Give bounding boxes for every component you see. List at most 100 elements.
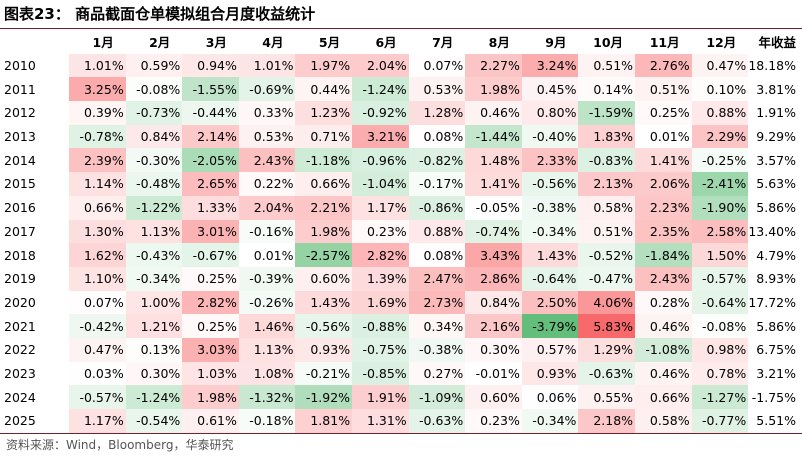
row-year-label: 2016 (4, 200, 36, 216)
heatmap-cell: 2.47% (408, 266, 466, 291)
heatmap-cell: -0.74% (465, 219, 522, 244)
heatmap-cell: 1.33% (182, 195, 239, 220)
heatmap-cell: -0.34% (125, 266, 183, 291)
heatmap-cell: -1.92% (295, 385, 353, 409)
heatmap-cell: 1.17% (69, 409, 126, 433)
row-year-label: 2018 (4, 247, 36, 263)
heatmap-cell: 0.25% (635, 101, 692, 125)
heatmap-cell: -0.08% (691, 314, 749, 338)
heatmap-cell: 0.25% (182, 314, 239, 338)
heatmap-cell: 1.50% (691, 243, 749, 267)
heatmap-cell: -1.04% (352, 172, 409, 196)
heatmap-cell: 0.57% (521, 337, 579, 362)
column-header-month: 11月 (649, 35, 680, 51)
heatmap-cell: 2.65% (182, 172, 239, 196)
annual-return-cell: 5.86% (756, 318, 796, 334)
heatmap-cell: 0.08% (408, 243, 466, 267)
heatmap-cell: 0.59% (125, 53, 183, 78)
heatmap-cell: -0.17% (408, 172, 466, 196)
heatmap-cell: 1.31% (352, 409, 409, 433)
heatmap-cell: 0.80% (521, 101, 579, 125)
heatmap-cell: 0.01% (635, 124, 692, 149)
heatmap-cell: 0.30% (125, 361, 183, 386)
heatmap-cell: 0.28% (635, 290, 692, 315)
heatmap-cell: -0.77% (691, 409, 749, 433)
heatmap-cell: 2.76% (635, 53, 692, 78)
heatmap-cell: 2.13% (578, 172, 636, 196)
heatmap-cell: 4.06% (578, 290, 636, 315)
heatmap-cell: -0.57% (69, 385, 126, 409)
column-header-month: 9月 (545, 35, 567, 51)
heatmap-cell: -0.01% (465, 361, 522, 386)
annual-return-cell: 1.91% (756, 105, 796, 121)
heatmap-cell: -0.30% (125, 148, 183, 173)
heatmap-cell: 3.03% (182, 337, 239, 362)
heatmap-cell: 0.01% (238, 243, 296, 267)
row-year-label: 2013 (4, 129, 36, 145)
heatmap-cell: 1.10% (69, 266, 126, 291)
heatmap-cell: 0.78% (691, 361, 749, 386)
table-row: 2020 0.07% 1.00% 2.82% -0.26% 1.43% 1.69% 2.73%… (0, 290, 802, 315)
heatmap-cell: 0.60% (295, 266, 353, 291)
heatmap-cell: 0.60% (465, 385, 522, 409)
column-header-month: 6月 (375, 35, 397, 51)
heatmap-cell: 1.43% (295, 290, 353, 315)
table-row: 2024 -0.57% -1.24% 1.98% -1.32% -1.92% 1.91% -1… (0, 385, 802, 409)
column-header-month: 10月 (593, 35, 624, 51)
heatmap-cell: 1.17% (352, 195, 409, 220)
heatmap-cell: -0.47% (578, 266, 636, 291)
heatmap-cell: 2.73% (408, 290, 466, 315)
table-row: 2017 1.30% 1.13% 3.01% -0.16% 1.98% 0.23% 0.88%… (0, 219, 802, 244)
heatmap-cell: 2.06% (635, 172, 692, 196)
heatmap-cell: 2.39% (69, 148, 126, 173)
heatmap-cell: -0.96% (352, 148, 409, 173)
heatmap-cell: 1.14% (69, 172, 126, 196)
heatmap-cell: -0.56% (521, 172, 579, 196)
heatmap-cell: -1.84% (635, 243, 692, 267)
heatmap-cell: 1.91% (352, 385, 409, 409)
annual-return-cell: 3.81% (756, 81, 796, 97)
table-row: 2019 1.10% -0.34% 0.25% -0.39% 0.60% 1.39% 2.47… (0, 266, 802, 291)
heatmap-cell: 0.53% (408, 77, 466, 102)
row-year-label: 2014 (4, 152, 36, 168)
column-header-month: 3月 (205, 35, 227, 51)
row-year-label: 2019 (4, 271, 36, 287)
heatmap-cell: 1.13% (238, 337, 296, 362)
heatmap-cell: 0.53% (238, 124, 296, 149)
heatmap-cell: 0.46% (465, 101, 522, 125)
table-row: 2014 2.39% -0.30% -2.05% 2.43% -1.18% -0.96% -0… (0, 148, 802, 173)
heatmap-cell: 0.07% (69, 290, 126, 315)
heatmap-cell: 0.66% (635, 385, 692, 409)
bottom-rule (0, 433, 802, 434)
heatmap-cell: 0.13% (125, 337, 183, 362)
heatmap-cell: 0.22% (238, 172, 296, 196)
heatmap-cell: 3.01% (182, 219, 239, 244)
heatmap-cell: 0.07% (408, 53, 466, 78)
annual-return-cell: 4.79% (756, 247, 796, 263)
heatmap-cell: -0.75% (352, 337, 409, 362)
table-row: 2023 0.03% 0.30% 1.03% 1.08% -0.21% -0.85% 0.27… (0, 361, 802, 386)
annual-return-cell: 6.75% (756, 342, 796, 358)
annual-return-cell: 3.21% (756, 365, 796, 381)
heatmap-cell: 3.24% (521, 53, 579, 78)
heatmap-cell: 2.21% (295, 195, 353, 220)
heatmap-cell: -0.39% (238, 266, 296, 291)
heatmap-cell: 2.33% (521, 148, 579, 173)
heatmap-cell: -0.18% (238, 409, 296, 433)
heatmap-cell: 0.51% (578, 219, 636, 244)
heatmap-cell: 1.69% (352, 290, 409, 315)
heatmap-cell: 2.04% (238, 195, 296, 220)
heatmap-cell: 2.18% (578, 409, 636, 433)
heatmap-cell: -0.38% (521, 195, 579, 220)
annual-return-cell: 9.29% (756, 129, 796, 145)
heatmap-cell: 1.13% (125, 219, 183, 244)
heatmap-cell: 1.30% (69, 219, 126, 244)
heatmap-cell: 1.97% (295, 53, 353, 78)
heatmap-cell: -0.56% (295, 314, 353, 338)
heatmap-cell: 2.04% (352, 53, 409, 78)
heatmap-cell: 0.55% (578, 385, 636, 409)
heatmap-cell: 1.48% (465, 148, 522, 173)
table-row: 2015 1.14% -0.48% 2.65% 0.22% 0.66% -1.04% -0.1… (0, 172, 802, 196)
heatmap-cell: 0.61% (182, 409, 239, 433)
row-year-label: 2025 (4, 413, 36, 429)
